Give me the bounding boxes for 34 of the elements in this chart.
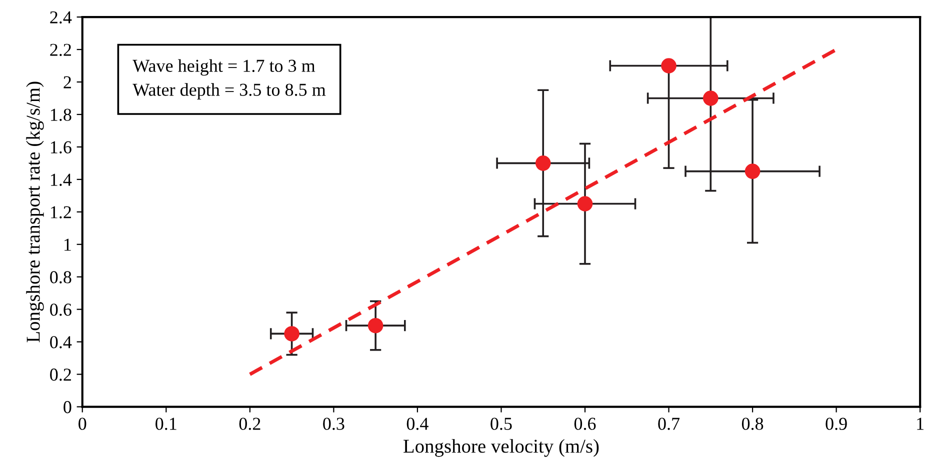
y-tick-label: 1.2 bbox=[50, 206, 71, 218]
y-tick-label: 2.4 bbox=[50, 11, 72, 24]
y-tick-label: 1 bbox=[64, 238, 71, 251]
x-tick-label: 0.4 bbox=[406, 418, 428, 430]
x-tick-label: 0.9 bbox=[826, 418, 847, 430]
point bbox=[284, 326, 300, 342]
y-tick-label: 2.2 bbox=[50, 44, 71, 56]
annotation: Wave height = 1.7 to 3 m Water depth = 3.5 to 8.5 m bbox=[132, 59, 326, 100]
x-tick-label: 0.8 bbox=[742, 418, 764, 430]
x-axis-title: Longshore velocity (m/s) bbox=[404, 439, 599, 457]
x-tick-label: 0.7 bbox=[658, 418, 680, 430]
point bbox=[661, 58, 676, 74]
x-tick-label: 0.5 bbox=[490, 418, 512, 430]
y-tick-label: 0.8 bbox=[50, 271, 72, 284]
y-tick-label: 0.2 bbox=[50, 368, 71, 381]
y-tick-label: 2 bbox=[64, 76, 71, 88]
x-tick-label: 0.2 bbox=[239, 418, 260, 430]
y-tick-label: 1.8 bbox=[50, 108, 72, 121]
y-tick-label: 0.4 bbox=[50, 336, 72, 348]
y-tick-label: 1.6 bbox=[50, 141, 72, 154]
x-tick-label: 0.3 bbox=[323, 418, 344, 430]
point bbox=[535, 156, 551, 171]
point bbox=[368, 318, 384, 334]
x-tick-label: 1 bbox=[917, 418, 924, 430]
point bbox=[577, 196, 593, 212]
x-tick-label: 0.6 bbox=[574, 418, 596, 430]
y-tick-label: 0.6 bbox=[50, 304, 72, 316]
y-tick-label: 1.4 bbox=[50, 174, 72, 186]
point bbox=[744, 164, 760, 179]
point bbox=[703, 90, 718, 106]
y-axis-title: Longshore transport rate (kg/s/m) bbox=[26, 82, 44, 342]
y-tick-label: 0 bbox=[64, 401, 72, 414]
x-tick-label: 0.1 bbox=[156, 418, 176, 430]
x-tick-label: 0 bbox=[78, 418, 86, 430]
